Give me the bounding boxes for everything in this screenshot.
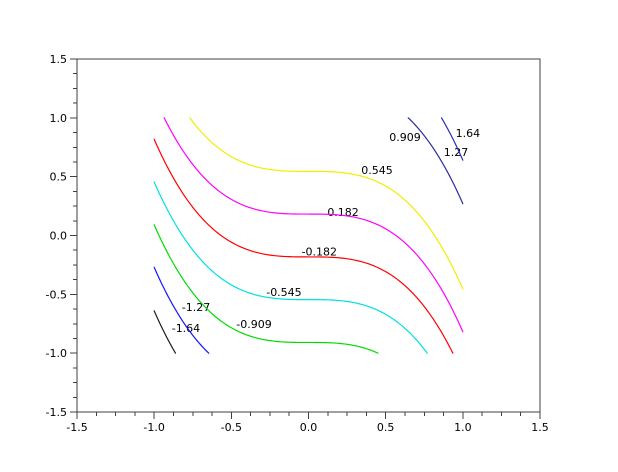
contour-label-0.545: 0.545 xyxy=(361,164,393,177)
y-tick-label: 1.5 xyxy=(50,53,68,66)
contour-curve--1.27 xyxy=(153,266,210,354)
x-tick-label: -1.0 xyxy=(143,421,164,434)
x-tick-label: 0.5 xyxy=(377,421,395,434)
contour-curve-1.27 xyxy=(407,117,464,205)
y-tick-label: 0.5 xyxy=(50,171,68,184)
x-tick-label: -0.5 xyxy=(221,421,242,434)
plot-box xyxy=(76,58,541,413)
y-tick-label: -1.0 xyxy=(46,347,67,360)
x-tick-label: 1.0 xyxy=(454,421,472,434)
contour-curve-1.64 xyxy=(440,117,464,161)
x-tick-label: 1.5 xyxy=(531,421,549,434)
y-tick-label: 1.0 xyxy=(50,112,68,125)
y-tick-label: -1.5 xyxy=(46,406,67,419)
contour-label--1.64: -1.64 xyxy=(172,322,200,335)
y-tick-label: -0.5 xyxy=(46,288,67,301)
contour-curve-0.545 xyxy=(189,117,464,290)
contour-label-0.909: 0.909 xyxy=(389,131,421,144)
x-tick-label: -1.5 xyxy=(66,421,87,434)
contour-curve--0.182 xyxy=(153,138,454,354)
contour-label-1.27: 1.27 xyxy=(444,146,469,159)
contour-curve--0.909 xyxy=(153,224,379,354)
x-tick-label: 0.0 xyxy=(300,421,318,434)
y-tick-label: 0.0 xyxy=(50,230,68,243)
contour-label-0.182: 0.182 xyxy=(327,206,359,219)
contour-curve--0.545 xyxy=(153,181,428,354)
contour-curve--1.64 xyxy=(153,310,177,354)
contour-label--0.182: -0.182 xyxy=(302,245,337,258)
contour-label--0.909: -0.909 xyxy=(236,318,271,331)
contour-curve-0.182 xyxy=(163,117,464,333)
contour-label-1.64: 1.64 xyxy=(456,127,481,140)
contour-label--0.545: -0.545 xyxy=(266,286,301,299)
